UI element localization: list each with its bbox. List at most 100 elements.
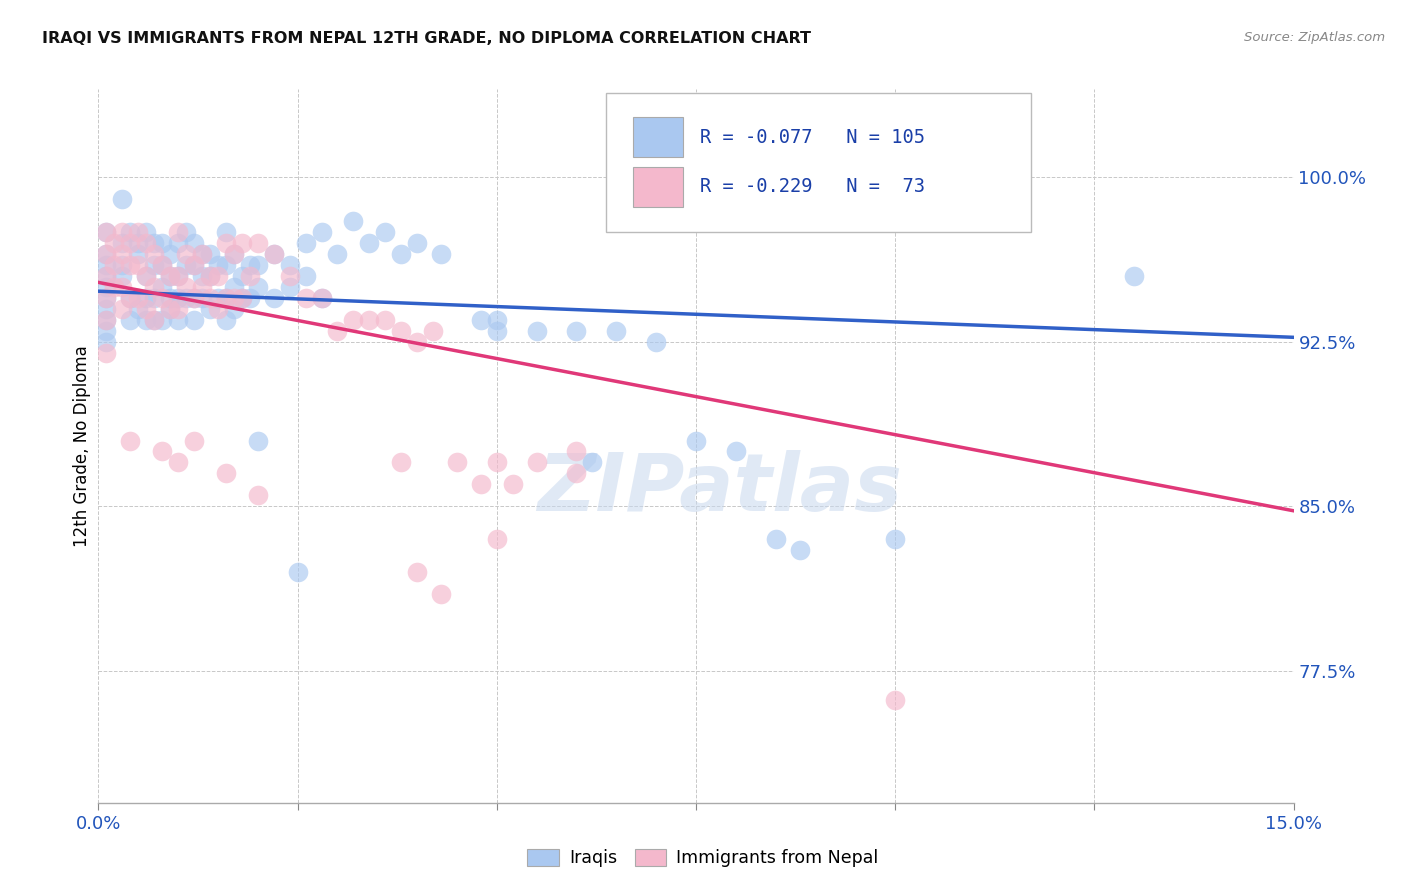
Point [111,280,134,294]
Point [198,247,221,261]
Point [342,312,364,326]
Point [605,324,627,338]
Point [96,247,118,261]
Point [263,247,285,261]
Point [485,455,508,469]
Point [150,235,173,250]
Point [143,258,166,272]
Point [231,268,253,283]
Point [103,280,125,294]
Point [159,301,181,316]
Point [884,692,907,706]
Point [207,258,229,272]
Point [430,587,453,601]
Point [406,334,429,349]
Point [215,235,238,250]
Point [111,235,134,250]
Point [389,324,412,338]
Point [174,280,197,294]
Point [150,258,173,272]
Point [127,247,149,261]
Point [167,312,190,326]
Point [127,301,149,316]
Point [526,455,548,469]
Point [167,291,190,305]
Point [406,235,429,250]
Point [222,301,245,316]
Point [143,247,166,261]
Point [167,268,190,283]
Point [231,291,253,305]
Point [191,247,214,261]
Point [120,291,142,305]
Point [103,235,125,250]
Point [485,533,508,547]
Point [246,280,269,294]
Point [143,291,166,305]
Point [120,258,142,272]
Point [167,268,190,283]
Point [246,258,269,272]
Point [96,345,118,359]
Point [326,324,349,338]
Point [103,258,125,272]
Point [294,235,316,250]
Point [150,444,173,458]
Point [127,225,149,239]
Point [422,324,444,338]
Point [231,235,253,250]
Point [127,258,149,272]
Point [287,566,309,580]
Point [789,543,811,558]
Text: IRAQI VS IMMIGRANTS FROM NEPAL 12TH GRADE, NO DIPLOMA CORRELATION CHART: IRAQI VS IMMIGRANTS FROM NEPAL 12TH GRAD… [42,31,811,46]
Point [470,477,492,491]
Point [207,291,229,305]
Point [159,247,181,261]
Point [278,280,301,294]
Point [191,268,214,283]
Point [159,268,181,283]
Point [215,291,238,305]
Point [96,312,118,326]
Text: Source: ZipAtlas.com: Source: ZipAtlas.com [1244,31,1385,45]
Point [222,247,245,261]
Point [183,258,205,272]
Point [183,312,205,326]
Point [239,291,262,305]
Point [174,247,197,261]
Point [246,488,269,502]
Point [191,247,214,261]
Point [183,235,205,250]
Point [120,312,142,326]
Point [96,225,118,239]
Point [135,235,157,250]
Point [143,235,166,250]
Point [342,214,364,228]
Point [263,291,285,305]
Point [120,235,142,250]
Point [311,291,333,305]
Point [159,268,181,283]
Point [191,291,214,305]
Point [96,247,118,261]
Point [222,291,245,305]
Point [135,301,157,316]
Point [111,192,134,206]
Point [96,291,118,305]
Point [111,247,134,261]
Point [150,280,173,294]
Point [135,225,157,239]
Point [120,225,142,239]
FancyBboxPatch shape [633,168,683,207]
Point [565,467,588,481]
Point [263,247,285,261]
Point [127,235,149,250]
Point [645,334,668,349]
Point [215,291,238,305]
Point [374,225,396,239]
Point [143,312,166,326]
Point [246,434,269,448]
Point [215,225,238,239]
Legend: Iraqis, Immigrants from Nepal: Iraqis, Immigrants from Nepal [520,842,886,874]
Point [135,268,157,283]
